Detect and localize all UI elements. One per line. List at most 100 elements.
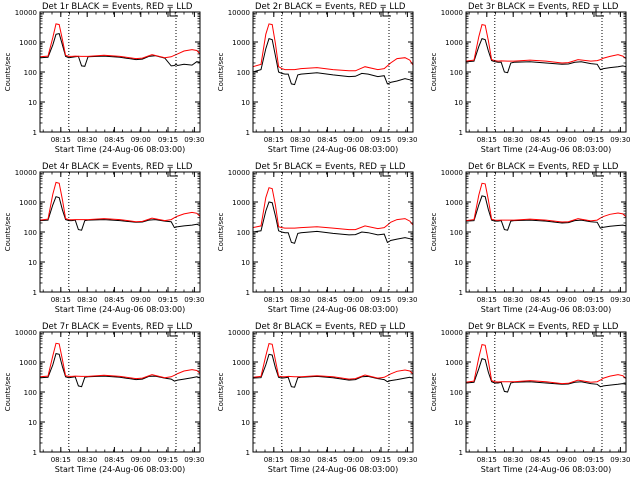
x-axis-label: Start Time (24-Aug-06 08:03:00) [55,305,186,314]
y-tick-label: 100 [237,229,250,237]
y-tick-label: 10000 [441,329,463,337]
y-tick-label: 1 [33,129,37,137]
series-line-1 [465,37,627,74]
y-tick-label: 10000 [15,329,37,337]
y-axis-label: Counts/sec [4,373,12,412]
y-tick-label: 1000 [232,359,250,367]
x-tick-label: 09:15 [584,296,604,304]
bracket-marker [169,328,178,337]
y-tick-label: 1 [33,289,37,297]
x-tick-label: 08:15 [477,296,497,304]
x-tick-label: 08:30 [503,136,523,144]
x-tick-label: 08:30 [77,456,97,464]
y-tick-label: 1000 [19,199,37,207]
chart-panel-4: Det 4r BLACK = Events, RED = LLD Counts/s… [4,162,204,314]
x-tick-label: 09:00 [557,136,577,144]
x-tick-label: 08:30 [290,456,310,464]
y-tick-label: 100 [24,229,37,237]
x-tick-label: 08:45 [530,296,550,304]
chart-title: Det 4r BLACK = Events, RED = LLD [42,162,193,172]
y-tick-label: 10000 [441,169,463,177]
x-tick-label: 09:15 [371,136,391,144]
y-tick-label: 100 [450,229,463,237]
x-tick-label: 09:00 [131,296,151,304]
x-tick-label: 09:30 [397,456,417,464]
series-line-1 [252,201,414,244]
x-axis-label: Start Time (24-Aug-06 08:03:00) [55,465,186,474]
chart-panel-6: Det 6r BLACK = Events, RED = LLD Counts/s… [430,162,630,314]
x-tick-label: 09:00 [344,456,364,464]
y-tick-label: 100 [24,389,37,397]
y-tick-label: 10000 [228,9,250,17]
y-tick-label: 1000 [445,359,463,367]
x-tick-label: 09:30 [610,456,630,464]
chart-title: Det 7r BLACK = Events, RED = LLD [42,322,193,332]
x-axis-label: Start Time (24-Aug-06 08:03:00) [268,305,399,314]
x-tick-label: 08:30 [290,296,310,304]
y-tick-label: 10 [454,419,463,427]
chart-title: Det 2r BLACK = Events, RED = LLD [255,2,406,12]
x-tick-label: 09:00 [344,136,364,144]
chart-title: Det 8r BLACK = Events, RED = LLD [255,322,406,332]
x-tick-label: 08:30 [503,296,523,304]
series-line-1 [39,353,201,388]
y-tick-label: 10 [28,419,37,427]
x-tick-label: 08:45 [530,456,550,464]
series-line-2 [252,23,414,72]
chart-panel-3: Det 3r BLACK = Events, RED = LLD Counts/s… [430,2,630,154]
y-axis-label: Counts/sec [430,373,438,412]
x-tick-label: 09:30 [397,296,417,304]
x-tick-label: 08:30 [503,456,523,464]
y-tick-label: 100 [237,69,250,77]
x-axis-label: Start Time (24-Aug-06 08:03:00) [481,305,612,314]
x-axis-label: Start Time (24-Aug-06 08:03:00) [481,145,612,154]
y-tick-label: 10 [454,99,463,107]
y-axis-label: Counts/sec [430,213,438,252]
y-tick-label: 100 [450,69,463,77]
series-line-2 [465,182,627,223]
y-tick-label: 10000 [228,329,250,337]
x-tick-label: 08:45 [104,136,124,144]
x-tick-label: 09:15 [371,456,391,464]
x-tick-label: 09:00 [557,456,577,464]
chart-panel-8: Det 8r BLACK = Events, RED = LLD Counts/s… [217,322,417,474]
series-line-1 [252,353,414,388]
x-axis-label: Start Time (24-Aug-06 08:03:00) [55,145,186,154]
x-tick-label: 09:30 [610,136,630,144]
x-axis-label: Start Time (24-Aug-06 08:03:00) [268,145,399,154]
x-tick-label: 09:15 [158,296,178,304]
y-tick-label: 10000 [15,169,37,177]
y-tick-label: 10000 [15,9,37,17]
series-line-2 [252,187,414,231]
y-tick-label: 1000 [232,199,250,207]
chart-panel-1: Det 1r BLACK = Events, RED = LLD Counts/s… [4,2,204,154]
bracket-marker [382,8,391,17]
y-tick-label: 10000 [228,169,250,177]
y-tick-label: 1 [459,449,463,457]
x-tick-label: 09:30 [184,296,204,304]
series-line-2 [39,342,201,380]
y-axis-label: Counts/sec [217,53,225,92]
series-line-2 [465,24,627,64]
bracket-marker [169,8,178,17]
y-tick-label: 10000 [441,9,463,17]
y-tick-label: 1000 [445,199,463,207]
y-axis-label: Counts/sec [4,53,12,92]
x-tick-label: 08:15 [51,296,71,304]
x-tick-label: 09:15 [158,136,178,144]
x-tick-label: 08:15 [477,136,497,144]
x-tick-label: 08:45 [317,296,337,304]
y-tick-label: 10 [454,259,463,267]
x-tick-label: 08:15 [477,456,497,464]
y-axis-label: Counts/sec [4,213,12,252]
chart-panel-7: Det 7r BLACK = Events, RED = LLD Counts/s… [4,322,204,474]
y-axis-label: Counts/sec [430,53,438,92]
y-tick-label: 100 [237,389,250,397]
bracket-marker [595,8,604,17]
chart-panel-9: Det 9r BLACK = Events, RED = LLD Counts/s… [430,322,630,474]
y-tick-label: 1000 [19,359,37,367]
y-tick-label: 100 [450,389,463,397]
chart-title: Det 9r BLACK = Events, RED = LLD [468,322,619,332]
series-line-1 [252,37,414,86]
